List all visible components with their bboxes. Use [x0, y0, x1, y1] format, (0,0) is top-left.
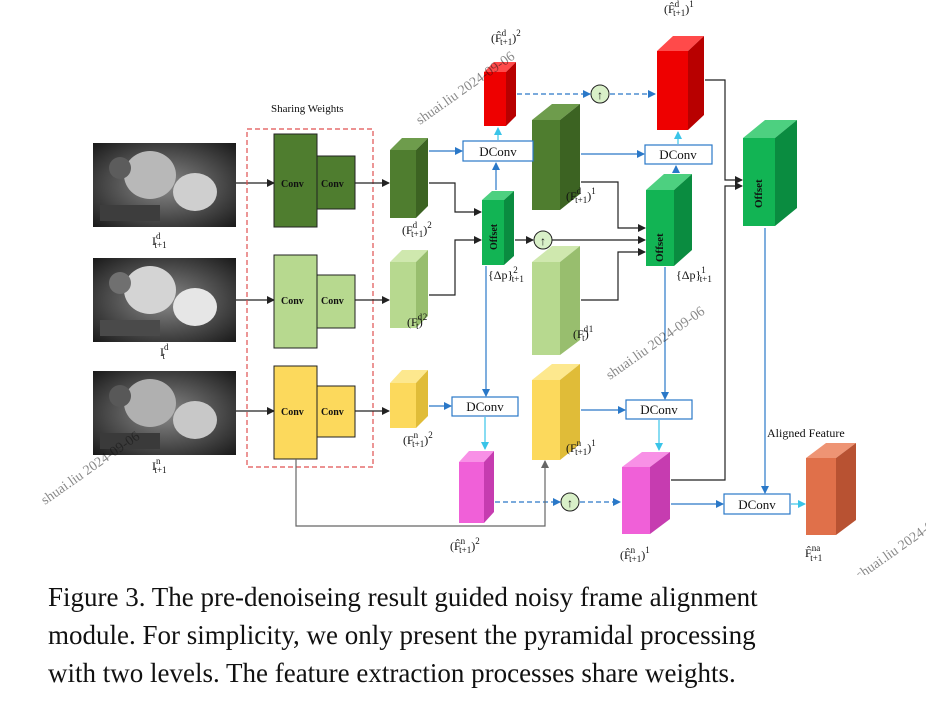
watermark: shuai.liu 2024-09-06 [39, 429, 143, 508]
svg-text:↑: ↑ [597, 88, 603, 102]
arrow-pink1-offset [671, 182, 743, 481]
label-f-n-t1-1: (Fn t+1)1 [566, 438, 596, 457]
dconv-final: DConv [723, 493, 791, 515]
caption-line: Figure 3. The pre-denoiseing result guid… [48, 582, 758, 612]
label-dp-1: {Δp}1 t+1 [676, 265, 712, 284]
feature-fn-t1-level1 [532, 364, 580, 460]
dconv-level1-top: DConv [644, 144, 713, 165]
arrow-fdt1-offset1 [581, 248, 646, 301]
dconv-label: DConv [640, 402, 678, 417]
input-label-2: Id t [160, 342, 169, 361]
conv-label: Conv [321, 179, 344, 190]
offset-final: Offset [743, 120, 797, 226]
aligned-feature-block [806, 443, 856, 535]
feature-fd-t-level1 [532, 246, 580, 355]
caption-line: module. For simplicity, we only present … [48, 620, 756, 650]
feature-fd-t1-level2 [390, 138, 428, 218]
feature-fn-t1-level2 [390, 370, 428, 428]
dconv-level2-top: DConv [462, 140, 534, 162]
dconv-level1-bottom: DConv [625, 399, 693, 420]
conv-label: Conv [321, 296, 344, 307]
label-f-d-t-1: (Fd t)1 [573, 324, 593, 343]
input-image-1 [93, 143, 236, 227]
offset-label: Offset [753, 179, 765, 208]
dconv-label: DConv [479, 144, 517, 159]
conv-label: Conv [281, 407, 304, 418]
label-fhat-na: F̂na t+1 [805, 543, 822, 563]
dconv-label: DConv [466, 399, 504, 414]
input-image-2 [93, 258, 236, 342]
label-fhat-n-2: (F̂n t+1)2 [450, 536, 480, 555]
conv-label: Conv [321, 407, 344, 418]
offset-level1: Offset [646, 174, 692, 266]
sharing-weights-label: Sharing Weights [271, 103, 344, 115]
arrow-fd1-offset1 [581, 181, 646, 232]
output-fhat-d-level2 [484, 62, 516, 126]
upsample-top: ↑ [590, 84, 610, 104]
label-f-d-t1-1: (Fd t+1)1 [566, 186, 596, 205]
upsample-bottom: ↑ [560, 492, 580, 512]
offset-level2: Offset [482, 191, 514, 265]
offset-label: Offset [654, 233, 666, 262]
upsample-middle: ↑ [533, 230, 553, 250]
watermark: shuai.liu 2024-09-06 [854, 504, 926, 575]
output-fhat-d-level1 [657, 36, 704, 130]
conv-label: Conv [281, 179, 304, 190]
conv-block-1: Conv Conv [273, 133, 356, 228]
caption-line: with two levels. The feature extraction … [48, 658, 736, 688]
dconv-level2-bottom: DConv [451, 396, 519, 417]
feature-fd-t-level2 [390, 250, 428, 328]
input-label-3: In t+1 [152, 456, 167, 475]
arrow-skip-fn1 [295, 459, 549, 527]
label-f-d-t1-2: (Fd t+1)2 [402, 220, 432, 239]
conv-block-3: Conv Conv [273, 365, 356, 460]
label-fhat-d-2: (F̂d t+1)2 [491, 28, 521, 47]
arrow-fd2-offset [429, 182, 482, 216]
input-image-3 [93, 371, 236, 455]
figure-caption: Figure 3. The pre-denoiseing result guid… [48, 578, 918, 692]
offset-label: Offset [489, 223, 500, 250]
dconv-label: DConv [659, 147, 697, 162]
feature-fd-t1-level1 [532, 104, 580, 210]
input-label-1: Id t+1 [152, 231, 167, 250]
svg-text:↑: ↑ [567, 496, 573, 510]
arrow-red1-offset [705, 79, 743, 184]
label-fhat-d-1: (F̂d t+1)1 [664, 0, 694, 18]
dconv-label: DConv [738, 497, 776, 512]
output-fhat-n-level2 [459, 451, 494, 523]
aligned-feature-label: Aligned Feature [767, 426, 845, 440]
watermark: shuai.liu 2024-09-06 [604, 304, 708, 383]
alignment-diagram: Id t+1 Id t In t+1 Sharing Weights Conv Con… [39, 0, 926, 575]
conv-label: Conv [281, 296, 304, 307]
label-f-d-t-2: (Fd t)2 [407, 312, 427, 331]
label-dp-2: {Δp}2 t+1 [488, 265, 524, 284]
output-fhat-n-level1 [622, 452, 670, 534]
conv-block-2: Conv Conv [273, 254, 356, 349]
label-fhat-n-1: (F̂n t+1)1 [620, 545, 650, 564]
svg-text:↑: ↑ [540, 234, 546, 248]
label-f-n-t1-2: (Fn t+1)2 [403, 430, 433, 449]
arrow-fdt2-offset [429, 236, 482, 296]
